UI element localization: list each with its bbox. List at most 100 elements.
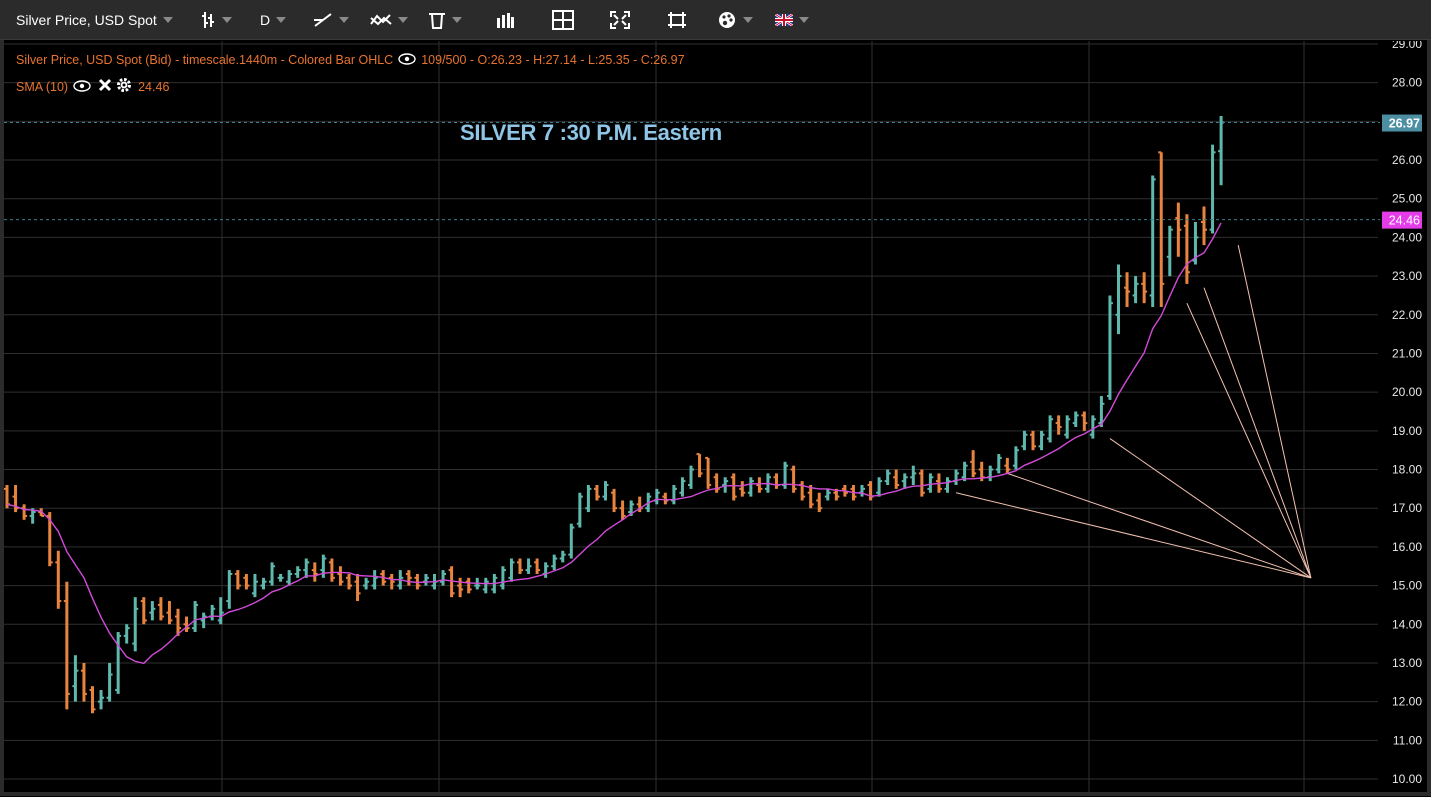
ohlc-bar bbox=[816, 492, 823, 513]
ohlc-bar bbox=[303, 558, 310, 578]
ohlc-bar bbox=[260, 577, 267, 590]
legend-main-text: Silver Price, USD Spot (Bid) - timescale… bbox=[16, 53, 394, 67]
eye-icon[interactable] bbox=[73, 79, 91, 95]
sma-price-tag-bg bbox=[1382, 211, 1422, 229]
ohlc-bar bbox=[534, 558, 541, 574]
theme-button[interactable] bbox=[717, 0, 753, 40]
chevron-down-icon bbox=[339, 17, 349, 23]
ohlc-bar bbox=[80, 662, 87, 702]
delete-button[interactable] bbox=[428, 0, 462, 40]
ohlc-bar bbox=[1158, 151, 1165, 308]
ohlc-bar bbox=[405, 570, 412, 586]
ohlc-bar bbox=[1064, 415, 1071, 439]
ohlc-bar bbox=[884, 469, 891, 485]
ohlc-bar bbox=[482, 577, 489, 594]
fullscreen-button[interactable] bbox=[610, 0, 630, 40]
price-tick-label: 15.00 bbox=[1392, 579, 1422, 593]
ohlc-bar bbox=[1089, 415, 1096, 439]
toolbar: Silver Price, USD Spot D bbox=[0, 0, 1431, 40]
ohlc-bar bbox=[1055, 415, 1062, 435]
ohlc-bar bbox=[1030, 430, 1036, 451]
price-tick-label: 13.00 bbox=[1392, 656, 1422, 670]
ohlc-bar bbox=[21, 504, 28, 520]
ohlc-bar bbox=[739, 481, 746, 497]
gear-icon[interactable] bbox=[116, 77, 132, 96]
chart-area[interactable]: 10.00 11.00 12.00 13.00 14.00 15.00 16.00 17.00… bbox=[4, 37, 1427, 792]
ohlc-bar bbox=[508, 558, 515, 582]
language-button[interactable] bbox=[775, 0, 809, 40]
ohlc-bar bbox=[1183, 214, 1190, 284]
ohlc-bar bbox=[1201, 206, 1207, 246]
ohlc-bar bbox=[859, 485, 865, 497]
sma-line bbox=[6, 222, 1222, 665]
fan-line bbox=[1109, 438, 1312, 579]
symbol-selector[interactable]: Silver Price, USD Spot bbox=[16, 0, 173, 40]
indicator-button[interactable] bbox=[370, 0, 408, 40]
ohlc-bar bbox=[346, 573, 352, 590]
ohlc-bar bbox=[576, 492, 583, 528]
last-price-tag: 26.97 bbox=[1389, 117, 1420, 131]
price-chart[interactable]: 10.00 11.00 12.00 13.00 14.00 15.00 16.00 17.00… bbox=[4, 37, 1427, 792]
close-icon[interactable] bbox=[98, 78, 112, 95]
price-tick-label: 28.00 bbox=[1392, 76, 1422, 90]
ohlc-bar bbox=[585, 485, 592, 513]
ohlc-bar bbox=[12, 485, 19, 513]
price-tick-label: 29.00 bbox=[1392, 41, 1422, 51]
drawing-tool-button[interactable] bbox=[313, 0, 349, 40]
ohlc-bar bbox=[799, 481, 806, 501]
volume-button[interactable] bbox=[496, 0, 514, 40]
ohlc-bar bbox=[328, 558, 335, 582]
ohlc-bar bbox=[602, 481, 609, 501]
frame-bottom bbox=[0, 792, 1431, 796]
price-tick-label: 16.00 bbox=[1392, 540, 1422, 554]
ohlc-bar bbox=[440, 570, 447, 586]
ohlc-bar bbox=[551, 554, 558, 571]
ohlc-bar bbox=[927, 473, 934, 493]
ohlc-bar bbox=[414, 573, 421, 590]
ohlc-bar bbox=[175, 608, 181, 636]
ohlc-bar bbox=[422, 573, 429, 586]
grid bbox=[4, 41, 1378, 792]
trash-icon bbox=[429, 13, 445, 29]
ohlc-bar bbox=[670, 485, 677, 505]
fullscreen-icon bbox=[610, 11, 630, 29]
ohlc-bar bbox=[1098, 396, 1105, 427]
ohlc-bar bbox=[1115, 264, 1122, 335]
bar-type-button[interactable] bbox=[200, 0, 232, 40]
ohlc-bar bbox=[756, 477, 763, 493]
chevron-down-icon bbox=[743, 17, 753, 23]
legend-sma: SMA (10) 24.46 bbox=[16, 77, 169, 96]
price-tick-label: 20.00 bbox=[1392, 385, 1422, 399]
fan-line bbox=[1237, 245, 1312, 578]
ohlc-bar bbox=[388, 573, 395, 590]
volume-icon bbox=[497, 13, 514, 28]
ohlc-bar bbox=[713, 473, 720, 493]
drawing-tool-icon bbox=[314, 13, 332, 27]
ohlc-bar bbox=[234, 570, 241, 590]
ohlc-bar bbox=[363, 577, 370, 590]
ohlc-bar bbox=[63, 581, 70, 710]
ohlc-bar bbox=[286, 570, 293, 586]
ohlc-bar bbox=[722, 477, 729, 493]
ohlc-bar bbox=[525, 558, 532, 574]
price-tick-label: 23.00 bbox=[1392, 269, 1422, 283]
ohlc-bar bbox=[773, 473, 780, 489]
timeframe-selector[interactable]: D bbox=[260, 0, 287, 40]
ohlc-bar bbox=[166, 601, 173, 625]
ohlc-bar bbox=[747, 477, 754, 497]
ohlc-bar bbox=[910, 465, 917, 485]
chevron-down-icon bbox=[799, 17, 809, 23]
sma-label: SMA (10) bbox=[16, 79, 69, 94]
ohlc-bar bbox=[1106, 295, 1113, 400]
ohlc-bar bbox=[465, 577, 472, 594]
ohlc-bar bbox=[1038, 430, 1045, 451]
layout-button[interactable] bbox=[552, 0, 574, 40]
layout-icon bbox=[552, 10, 574, 30]
eye-icon[interactable] bbox=[398, 52, 416, 68]
crop-button[interactable] bbox=[667, 0, 687, 40]
ohlc-bar bbox=[662, 492, 669, 505]
ohlc-bar bbox=[132, 597, 139, 652]
ohlc-bar bbox=[705, 456, 712, 489]
ohlc-bar bbox=[696, 453, 703, 478]
ohlc-bar bbox=[226, 570, 233, 609]
